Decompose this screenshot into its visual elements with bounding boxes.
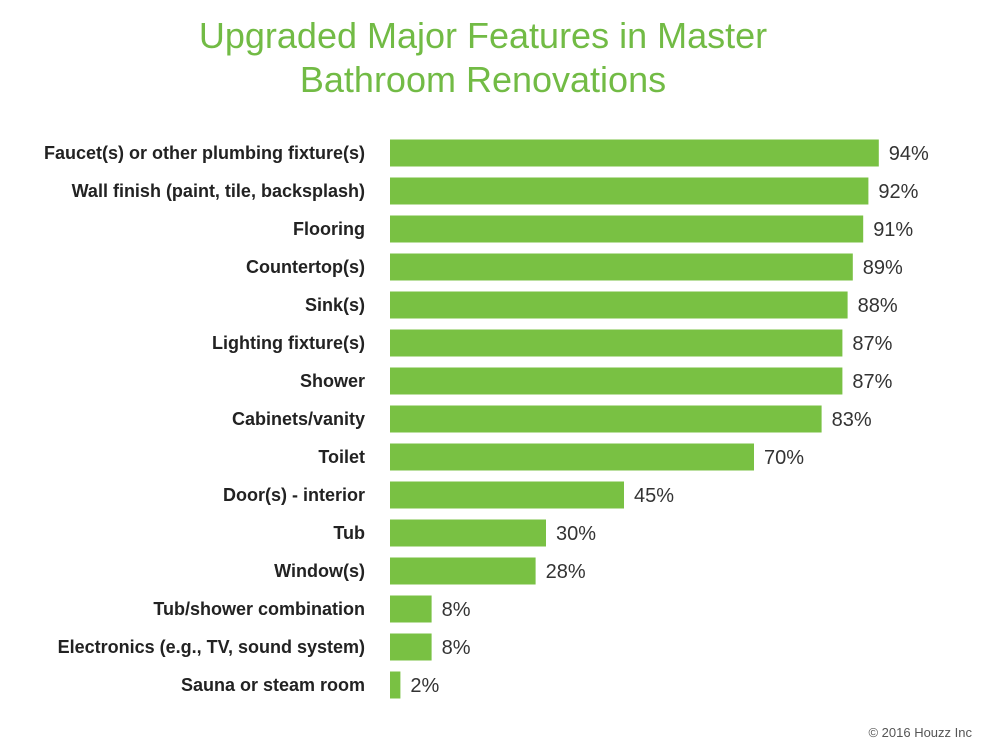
bar bbox=[390, 595, 432, 623]
category-label: Tub bbox=[333, 523, 365, 543]
category-label: Cabinets/vanity bbox=[232, 409, 365, 429]
value-label: 28% bbox=[546, 561, 586, 583]
value-label: 8% bbox=[442, 599, 471, 621]
bar bbox=[390, 671, 401, 699]
category-label: Countertop(s) bbox=[246, 257, 365, 277]
value-label: 87% bbox=[852, 371, 892, 393]
category-label: Faucet(s) or other plumbing fixture(s) bbox=[44, 143, 365, 163]
bar bbox=[390, 405, 822, 433]
bar bbox=[390, 633, 432, 661]
category-label: Sauna or steam room bbox=[181, 675, 365, 695]
value-label: 45% bbox=[634, 485, 674, 507]
category-label: Toilet bbox=[318, 447, 365, 467]
bar bbox=[390, 519, 546, 547]
bar bbox=[390, 177, 869, 205]
value-label: 94% bbox=[889, 143, 929, 165]
copyright-notice: © 2016 Houzz Inc bbox=[868, 725, 972, 740]
value-label: 91% bbox=[873, 219, 913, 241]
bar bbox=[390, 557, 536, 585]
bar bbox=[390, 253, 853, 281]
bar bbox=[390, 367, 843, 395]
bar bbox=[390, 291, 848, 319]
bar bbox=[390, 329, 843, 357]
category-label: Shower bbox=[300, 371, 365, 391]
category-label: Sink(s) bbox=[305, 295, 365, 315]
bar bbox=[390, 215, 864, 243]
category-label: Electronics (e.g., TV, sound system) bbox=[58, 637, 365, 657]
value-label: 89% bbox=[863, 257, 903, 279]
bar bbox=[390, 443, 754, 471]
category-label: Door(s) - interior bbox=[223, 485, 365, 505]
value-label: 88% bbox=[858, 295, 898, 317]
value-label: 87% bbox=[852, 333, 892, 355]
value-label: 2% bbox=[410, 675, 439, 697]
value-label: 8% bbox=[442, 637, 471, 659]
chart-title-line-2: Bathroom Renovations bbox=[299, 59, 667, 100]
chart-title-line-1: Upgraded Major Features in Master bbox=[198, 15, 768, 56]
value-label: 83% bbox=[832, 409, 872, 431]
category-label: Window(s) bbox=[274, 561, 365, 581]
value-label: 92% bbox=[878, 181, 918, 203]
value-label: 70% bbox=[764, 447, 804, 469]
bar bbox=[390, 139, 879, 167]
bar bbox=[390, 481, 624, 509]
category-label: Wall finish (paint, tile, backsplash) bbox=[72, 181, 365, 201]
category-label: Tub/shower combination bbox=[153, 599, 365, 619]
chart-title: Upgraded Major Features in Master Bathro… bbox=[0, 14, 966, 102]
category-label: Lighting fixture(s) bbox=[212, 333, 365, 353]
value-label: 30% bbox=[556, 523, 596, 545]
category-label: Flooring bbox=[293, 219, 365, 239]
